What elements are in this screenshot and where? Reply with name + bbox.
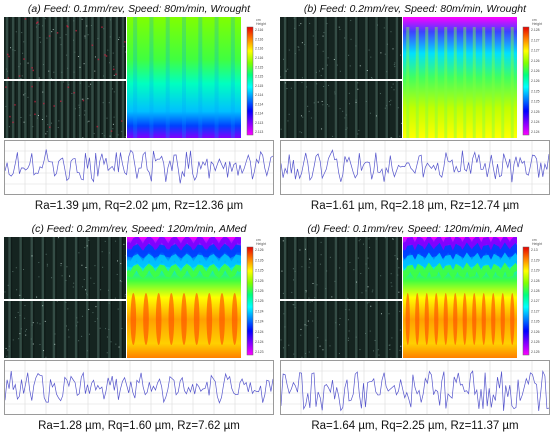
colorbar-tick-label: 2.128: [531, 289, 540, 293]
colorbar-tick-label: 2.125: [255, 289, 264, 293]
colorbar-tick-label: 2.116: [255, 56, 263, 60]
height-map-image: cm Height 2.13 2.129 2.129 2.128 2.128 2.127 2.1…: [403, 237, 550, 358]
colorbar-title: Height: [256, 242, 266, 246]
profile-line: [281, 369, 549, 412]
colorbar-tick-label: 2.126: [531, 320, 540, 324]
height-map-image: cm Height 2.116 2.116 2.116 2.116 2.115 2.115 2.…: [127, 17, 274, 138]
panel-d: (d) Feed: 0.1mm/rev, Speed: 120m/min, AM…: [280, 222, 550, 437]
colorbar-tick-label: 2.124: [255, 340, 264, 344]
panel-c: (c) Feed: 0.2mm/rev, Speed: 120m/min, AM…: [4, 222, 274, 437]
colorbar-tick-label: 2.114: [255, 93, 263, 97]
roughness-metrics: Ra=1.28 µm, Rq=1.60 µm, Rz=7.62 µm: [38, 420, 240, 432]
profile-line: [281, 149, 549, 183]
colorbar-tick-label: 2.115: [255, 84, 263, 88]
panel-title: (c) Feed: 0.2mm/rev, Speed: 120m/min, AM…: [31, 223, 247, 235]
colorbar-tick-label: 2.125: [255, 269, 264, 273]
colorbar-tick-label: 2.125: [531, 350, 540, 354]
colorbar-tick-label: 2.125: [531, 100, 540, 104]
roughness-metrics: Ra=1.61 µm, Rq=2.18 µm, Rz=12.74 µm: [310, 200, 520, 212]
colorbar-tick-label: 2.124: [531, 120, 540, 124]
colorbar-unit: cm: [532, 18, 537, 22]
panel-title: (d) Feed: 0.1mm/rev, Speed: 120m/min, AM…: [307, 223, 523, 235]
profile-line: [5, 370, 273, 404]
colorbar-title: Height: [532, 22, 542, 26]
colorbar-tick-label: 2.116: [255, 47, 263, 51]
colorbar-tick-label: 2.126: [531, 330, 540, 334]
micrograph-image: [280, 237, 402, 358]
colorbar-title: Height: [256, 22, 266, 26]
roughness-profile-plot: [280, 360, 550, 415]
roughness-profile-plot: [4, 140, 274, 195]
micrograph-image: [4, 17, 126, 138]
colorbar-tick-label: 2.124: [255, 309, 264, 313]
colorbar-tick-label: 2.124: [255, 320, 264, 324]
colorbar-tick-label: 2.116: [255, 28, 263, 32]
roughness-metrics: Ra=1.64 µm, Rq=2.25 µm, Rz=11.37 µm: [311, 420, 519, 432]
colorbar-tick-label: 2.124: [531, 130, 540, 134]
colorbar-tick-label: 2.115: [255, 65, 263, 69]
colorbar-tick-label: 2.125: [531, 89, 540, 93]
colorbar-tick-label: 2.125: [531, 340, 540, 344]
panel-a: (a) Feed: 0.1mm/rev, Speed: 80m/min, Wro…: [4, 2, 274, 217]
colorbar-tick-label: 2.127: [531, 309, 540, 313]
colorbar-tick-label: 2.127: [531, 299, 540, 303]
micrograph-image: [280, 17, 402, 138]
colorbar-tick-label: 2.125: [255, 299, 264, 303]
colorbar-tick-label: 2.128: [531, 279, 540, 283]
roughness-profile-plot: [280, 140, 550, 195]
colorbar-tick-label: 2.114: [255, 112, 263, 116]
roughness-metrics: Ra=1.39 µm, Rq=2.02 µm, Rz=12.36 µm: [34, 200, 244, 212]
colorbar-tick-label: 2.129: [531, 258, 540, 262]
colorbar-tick-label: 2.124: [255, 330, 264, 334]
colorbar-tick-label: 2.127: [531, 38, 540, 42]
colorbar-unit: cm: [532, 238, 537, 242]
height-map-image: cm Height 2.128 2.127 2.127 2.126 2.126 2.126 2.…: [403, 17, 550, 138]
colorbar-tick-label: 2.114: [255, 102, 263, 106]
colorbar-tick-label: 2.116: [255, 37, 263, 41]
colorbar-unit: cm: [256, 18, 261, 22]
roughness-profile-plot: [4, 360, 274, 415]
colorbar-tick-label: 2.123: [255, 350, 264, 354]
colorbar-tick-label: 2.128: [531, 28, 540, 32]
colorbar-tick-label: 2.126: [255, 248, 264, 252]
panel-title: (a) Feed: 0.1mm/rev, Speed: 80m/min, Wro…: [27, 3, 251, 15]
colorbar-tick-label: 2.126: [531, 69, 540, 73]
height-map-image: cm Height 2.126 2.126 2.125 2.125 2.125 2.125 2.…: [127, 237, 274, 358]
colorbar-tick-label: 2.126: [531, 79, 540, 83]
colorbar-title: Height: [532, 242, 542, 246]
colorbar-tick-label: 2.126: [531, 59, 540, 63]
panel-b: (b) Feed: 0.2mm/rev, Speed: 80m/min, Wro…: [280, 2, 550, 217]
colorbar-tick-label: 2.126: [255, 258, 264, 262]
colorbar-tick-label: 2.125: [255, 279, 264, 283]
colorbar-tick-label: 2.115: [255, 75, 263, 79]
colorbar-tick-label: 2.125: [531, 110, 540, 114]
colorbar-tick-label: 2.129: [531, 269, 540, 273]
colorbar-tick-label: 2.113: [255, 121, 263, 125]
colorbar-unit: cm: [256, 238, 261, 242]
profile-line: [5, 149, 273, 184]
micrograph-image: [4, 237, 126, 358]
colorbar-tick-label: 2.113: [255, 130, 263, 134]
panel-title: (b) Feed: 0.2mm/rev, Speed: 80m/min, Wro…: [303, 3, 527, 15]
colorbar-tick-label: 2.13: [531, 248, 538, 252]
colorbar-tick-label: 2.127: [531, 49, 540, 53]
